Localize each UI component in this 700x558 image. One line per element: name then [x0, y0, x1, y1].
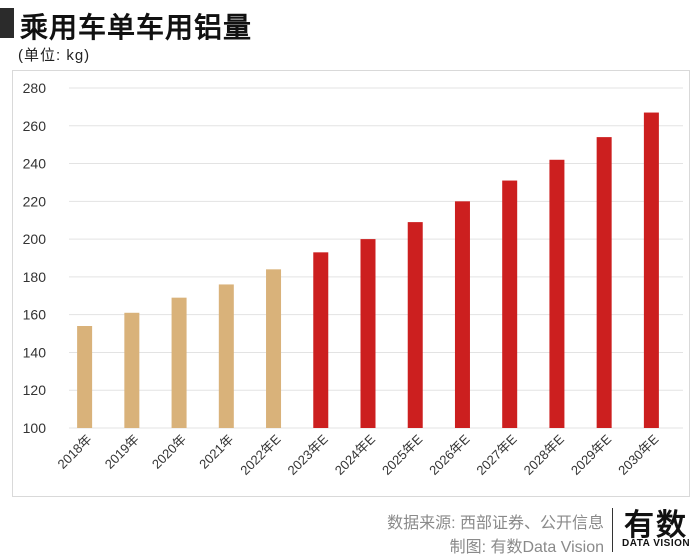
- x-tick-label: 2028年E: [521, 431, 568, 478]
- bar-2018年: [77, 326, 93, 428]
- bar-2023年E: [313, 252, 329, 428]
- x-tick-label: 2021年: [196, 432, 236, 472]
- title-marker: [0, 8, 14, 38]
- bar-2026年E: [454, 201, 470, 428]
- y-tick-label: 100: [23, 420, 47, 436]
- bar-2022年E: [266, 269, 282, 428]
- y-tick-label: 120: [23, 382, 47, 398]
- x-tick-label: 2019年: [102, 432, 142, 472]
- bar-2029年E: [596, 137, 612, 428]
- y-tick-label: 200: [23, 231, 47, 247]
- unit-label: (单位: kg): [18, 47, 91, 64]
- logo-wordmark: 有数: [624, 509, 688, 542]
- x-tick-label: 2018年: [54, 432, 94, 472]
- bar-2020年: [171, 297, 187, 428]
- x-tick-label: 2022年E: [237, 431, 284, 478]
- bar-2027年E: [502, 180, 518, 428]
- bar-2019年: [124, 312, 140, 428]
- y-tick-label: 180: [23, 269, 47, 285]
- y-tick-label: 280: [23, 80, 47, 96]
- y-tick-label: 260: [23, 118, 47, 134]
- y-tick-label: 140: [23, 344, 47, 360]
- y-tick-label: 240: [23, 156, 47, 172]
- bar-2024年E: [360, 239, 376, 428]
- x-tick-label: 2023年E: [285, 431, 332, 478]
- x-tick-label: 2024年E: [332, 431, 379, 478]
- y-tick-label: 220: [23, 193, 47, 209]
- x-tick-label: 2027年E: [473, 431, 520, 478]
- x-tick-label: 2025年E: [379, 431, 426, 478]
- bar-2021年: [218, 284, 234, 428]
- bar-2025年E: [407, 222, 423, 428]
- bar-2030年E: [643, 112, 659, 429]
- chart-credit: 制图: 有数Data Vision: [449, 539, 604, 556]
- chart-area: 100 120 140 160 180 200 220 240 260 280 2018年 2019年…: [12, 70, 690, 497]
- bar-chart: 100 120 140 160 180 200 220 240 260 280 2018年 2019年…: [23, 80, 683, 478]
- x-tick-label: 2026年E: [426, 431, 473, 478]
- x-tick-label: 2030年E: [615, 431, 662, 478]
- chart-title: 乘用车单车用铝量: [20, 12, 253, 43]
- x-tick-label: 2029年E: [568, 431, 615, 478]
- logo-subtitle: DATA VISION: [622, 538, 691, 549]
- data-source: 数据来源: 西部证券、公开信息: [387, 515, 604, 532]
- logo-divider: [612, 508, 613, 552]
- y-tick-label: 160: [23, 307, 47, 323]
- x-tick-label: 2020年: [149, 432, 189, 472]
- bar-2028年E: [549, 159, 565, 428]
